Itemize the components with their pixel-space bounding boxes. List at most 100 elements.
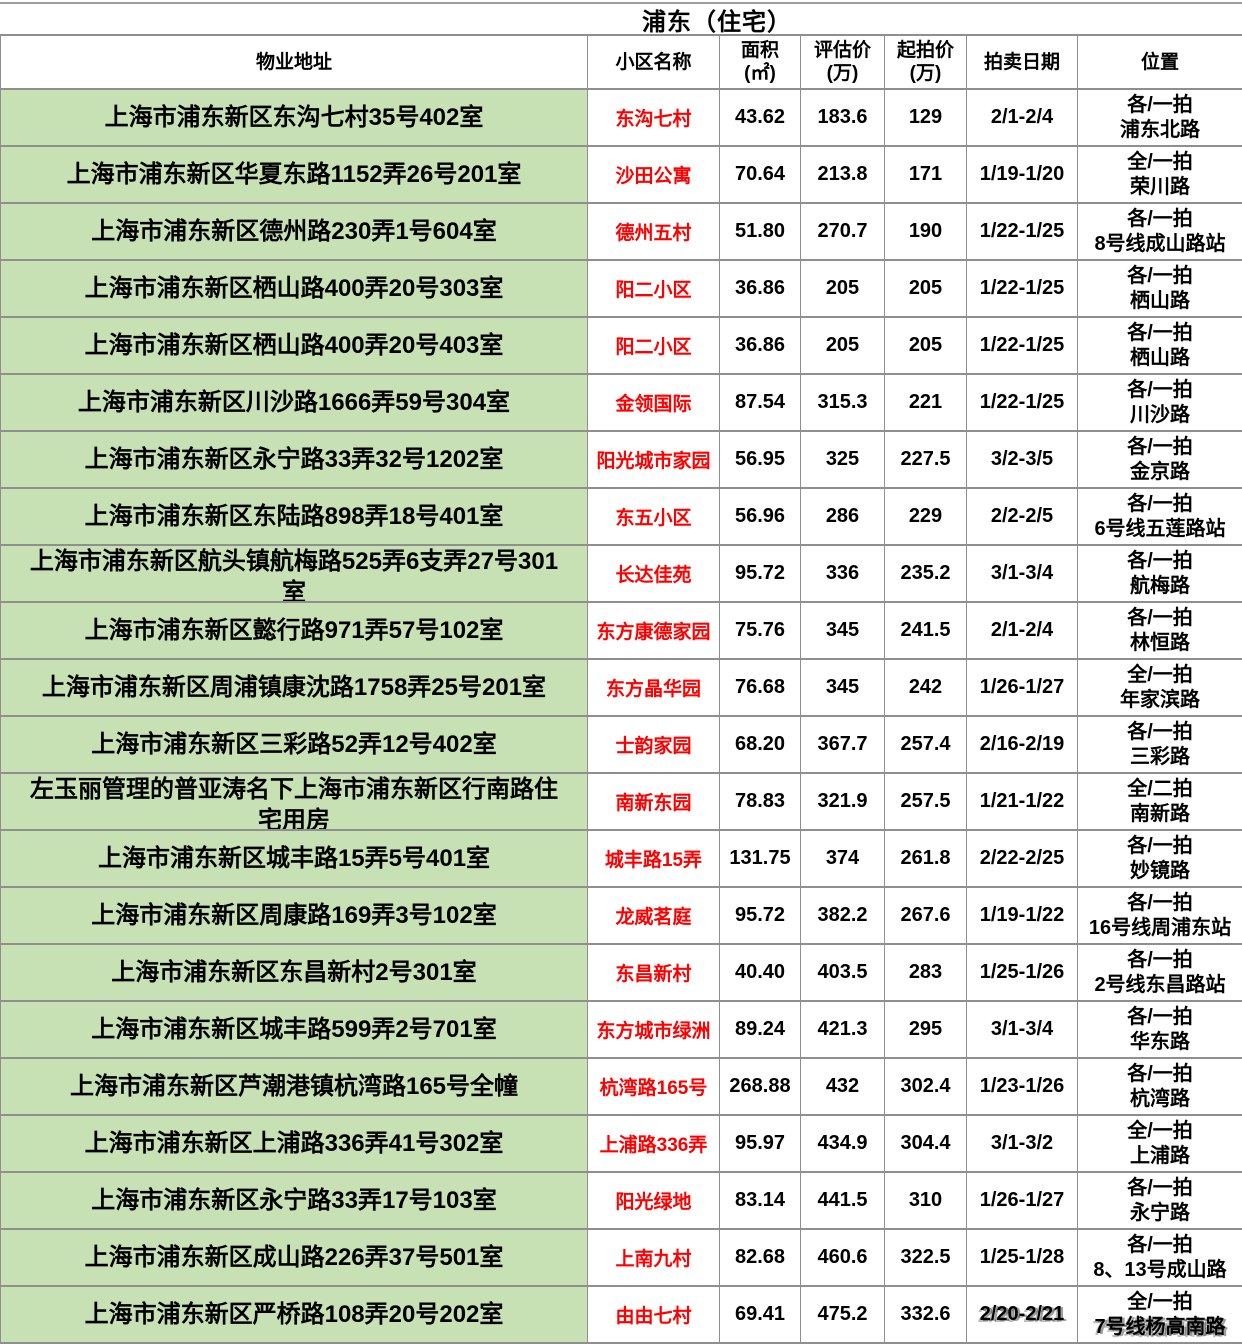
table-row: 上海市浦东新区东昌新村2号301室 东昌新村 40.40 403.5 283 1… (1, 944, 1242, 1001)
auction-type-text: 各/一拍 (1078, 435, 1242, 460)
auction-date-value: 1/22-1/25 (980, 334, 1065, 356)
address-cell: 上海市浦东新区栖山路400弄20号403室 (1, 317, 588, 374)
address-cell: 左玉丽管理的普亚涛名下上海市浦东新区行南路住 宅用房 (1, 773, 588, 830)
starting-price-value: 257.5 (900, 790, 950, 812)
auction-date-cell: 3/1-3/4 (967, 1001, 1078, 1058)
auction-date-cell: 1/25-1/28 (967, 1229, 1078, 1286)
header-auction-date: 拍卖日期 (967, 35, 1078, 89)
table-row: 上海市浦东新区永宁路33弄17号103室 阳光绿地 83.14 441.5 31… (1, 1172, 1242, 1229)
auction-date-cell: 1/22-1/25 (967, 317, 1078, 374)
starting-price-value: 221 (909, 391, 942, 413)
area-value: 51.80 (735, 220, 785, 242)
auction-date-cell: 1/26-1/27 (967, 659, 1078, 716)
address-text: 上海市浦东新区德州路230弄1号604室 (91, 216, 496, 247)
address-text: 上海市浦东新区华夏东路1152弄26号201室 (67, 159, 522, 190)
address-text: 上海市浦东新区川沙路1666弄59号304室 (78, 387, 510, 418)
header-appraisal-price: 评估价 (万) (801, 35, 885, 89)
table-row: 上海市浦东新区周康路169弄3号102室 龙威茗庭 95.72 382.2 26… (1, 887, 1242, 944)
page-title: 浦东（住宅） (0, 4, 1242, 34)
area-value: 56.95 (735, 448, 785, 470)
community-name-text: 东方康德家园 (596, 622, 710, 643)
community-name-text: 士韵家园 (615, 736, 691, 757)
area-cell: 89.24 (720, 1001, 801, 1058)
starting-price-cell: 241.5 (885, 602, 967, 659)
appraisal-price-cell: 336 (801, 545, 885, 602)
auction-type-text: 全/一拍 (1078, 150, 1242, 175)
auction-date-value: 1/25-1/26 (980, 961, 1065, 983)
starting-price-value: 302.4 (900, 1075, 950, 1097)
header-appraisal-label: 评估价 (801, 39, 884, 62)
address-text: 上海市浦东新区城丰路599弄2号701室 (91, 1014, 496, 1045)
auction-date-cell: 2/22-2/25 (967, 830, 1078, 887)
community-name-cell: 长达佳苑 (588, 545, 720, 602)
location-cell: 各/一拍 浦东北路 (1078, 89, 1242, 146)
community-name-text: 城丰路15弄 (605, 850, 702, 871)
location-road-text: 8号线成山路站 (1078, 232, 1242, 257)
location-cell: 各/一拍 8、13号成山路 (1078, 1229, 1242, 1286)
auction-date-value: 1/19-1/22 (980, 904, 1065, 926)
auction-date-value: 2/22-2/25 (980, 847, 1065, 869)
location-road-text: 年家滨路 (1078, 688, 1242, 713)
area-cell: 43.62 (720, 89, 801, 146)
auction-date-value: 1/25-1/28 (980, 1246, 1065, 1268)
auction-date-value: 1/22-1/25 (980, 391, 1065, 413)
community-name-cell: 龙威茗庭 (588, 887, 720, 944)
table-row: 上海市浦东新区永宁路33弄32号1202室 阳光城市家园 56.95 325 2… (1, 431, 1242, 488)
starting-price-cell: 257.4 (885, 716, 967, 773)
location-road-text: 林恒路 (1078, 631, 1242, 656)
starting-price-value: 190 (909, 220, 942, 242)
location-cell: 各/一拍 栖山路 (1078, 260, 1242, 317)
community-name-text: 金领国际 (615, 394, 691, 415)
appraisal-price-cell: 441.5 (801, 1172, 885, 1229)
auction-date-value: 2/1-2/4 (991, 619, 1053, 641)
starting-price-cell: 227.5 (885, 431, 967, 488)
auction-type-text: 各/一拍 (1078, 834, 1242, 859)
appraisal-price-cell: 403.5 (801, 944, 885, 1001)
auction-date-value: 3/1-3/4 (991, 1018, 1053, 1040)
area-cell: 131.75 (720, 830, 801, 887)
appraisal-price-cell: 460.6 (801, 1229, 885, 1286)
location-cell: 各/一拍 金京路 (1078, 431, 1242, 488)
area-cell: 78.83 (720, 773, 801, 830)
area-value: 131.75 (729, 847, 790, 869)
auction-date-value: 2/16-2/19 (980, 733, 1065, 755)
table-row: 上海市浦东新区栖山路400弄20号403室 阳二小区 36.86 205 205… (1, 317, 1242, 374)
header-appraisal-unit: (万) (801, 62, 884, 85)
area-cell: 82.68 (720, 1229, 801, 1286)
area-cell: 36.86 (720, 260, 801, 317)
area-cell: 95.97 (720, 1115, 801, 1172)
community-name-text: 东方城市绿洲 (596, 1021, 710, 1042)
area-cell: 70.64 (720, 146, 801, 203)
address-text: 上海市浦东新区三彩路52弄12号402室 (91, 729, 496, 760)
address-cell: 上海市浦东新区东昌新村2号301室 (1, 944, 588, 1001)
community-name-cell: 上浦路336弄 (588, 1115, 720, 1172)
header-area: 面积 (㎡) (720, 35, 801, 89)
address-cell: 上海市浦东新区上浦路336弄41号302室 (1, 1115, 588, 1172)
address-cell: 上海市浦东新区周康路169弄3号102室 (1, 887, 588, 944)
starting-price-value: 295 (909, 1018, 942, 1040)
location-road-text: 7号线杨高南路 (1078, 1315, 1242, 1340)
area-value: 82.68 (735, 1246, 785, 1268)
auction-date-value: 1/19-1/20 (980, 163, 1065, 185)
address-cell: 上海市浦东新区东陆路898弄18号401室 (1, 488, 588, 545)
auction-date-cell: 1/19-1/22 (967, 887, 1078, 944)
auction-type-text: 各/一拍 (1078, 606, 1242, 631)
starting-price-value: 235.2 (900, 562, 950, 584)
location-road-text: 川沙路 (1078, 403, 1242, 428)
auction-date-value: 3/1-3/4 (991, 562, 1053, 584)
community-name-cell: 由由七村 (588, 1286, 720, 1343)
area-cell: 69.41 (720, 1286, 801, 1343)
auction-date-cell: 1/22-1/25 (967, 260, 1078, 317)
starting-price-cell: 283 (885, 944, 967, 1001)
address-cell: 上海市浦东新区成山路226弄37号501室 (1, 1229, 588, 1286)
appraisal-price-cell: 315.3 (801, 374, 885, 431)
address-text: 上海市浦东新区航头镇航梅路525弄6支弄27号301 室 (30, 546, 558, 601)
header-community: 小区名称 (588, 35, 720, 89)
table-row: 上海市浦东新区城丰路599弄2号701室 东方城市绿洲 89.24 421.3 … (1, 1001, 1242, 1058)
appraisal-price-value: 434.9 (817, 1132, 867, 1154)
area-cell: 95.72 (720, 887, 801, 944)
starting-price-value: 227.5 (900, 448, 950, 470)
table-row: 上海市浦东新区懿行路971弄57号102室 东方康德家园 75.76 345 2… (1, 602, 1242, 659)
starting-price-value: 242 (909, 676, 942, 698)
header-area-unit: (㎡) (720, 62, 800, 85)
